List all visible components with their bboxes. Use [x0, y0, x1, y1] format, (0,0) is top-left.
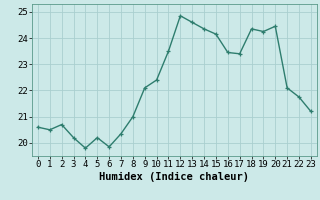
- X-axis label: Humidex (Indice chaleur): Humidex (Indice chaleur): [100, 172, 249, 182]
